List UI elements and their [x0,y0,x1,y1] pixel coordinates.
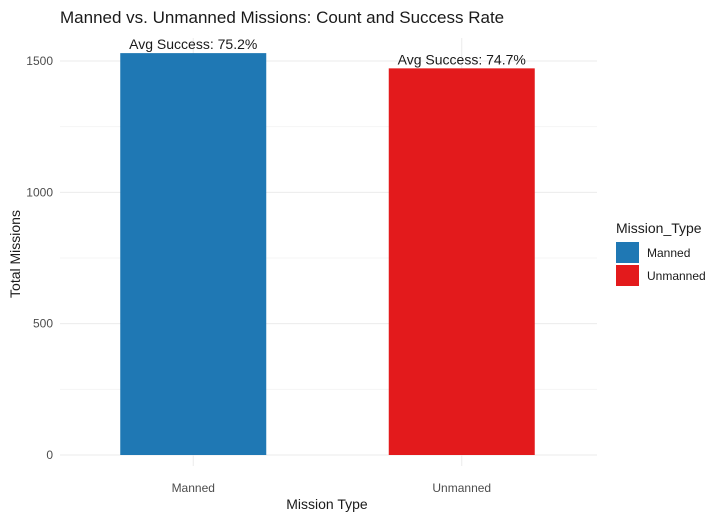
y-axis-ticks: 0 500 1000 1500 [26,54,53,462]
x-axis-title: Mission Type [286,496,368,512]
y-axis-title: Total Missions [7,210,23,298]
y-tick-label: 1500 [26,54,53,68]
y-tick-label: 0 [46,448,53,462]
bars [120,53,535,456]
legend-label: Unmanned [647,269,706,283]
x-tick-label: Unmanned [432,481,491,495]
bar-manned [120,53,267,456]
y-tick-label: 1000 [26,185,53,199]
x-tick-label: Manned [172,481,215,495]
legend-key-unmanned [616,265,639,286]
bar-data-label: Avg Success: 75.2% [129,36,257,52]
legend-key-manned [616,242,639,263]
y-tick-label: 500 [33,317,53,331]
chart-title: Manned vs. Unmanned Missions: Count and … [60,8,504,27]
bar-data-label: Avg Success: 74.7% [398,51,526,67]
bar-labels: Avg Success: 75.2% Avg Success: 74.7% [129,36,526,67]
legend-label: Manned [647,246,690,260]
bar-unmanned [388,68,535,455]
legend: Mission_Type Manned Unmanned [616,220,706,286]
x-axis-ticks: Manned Unmanned [172,481,492,495]
legend-title: Mission_Type [616,220,702,236]
